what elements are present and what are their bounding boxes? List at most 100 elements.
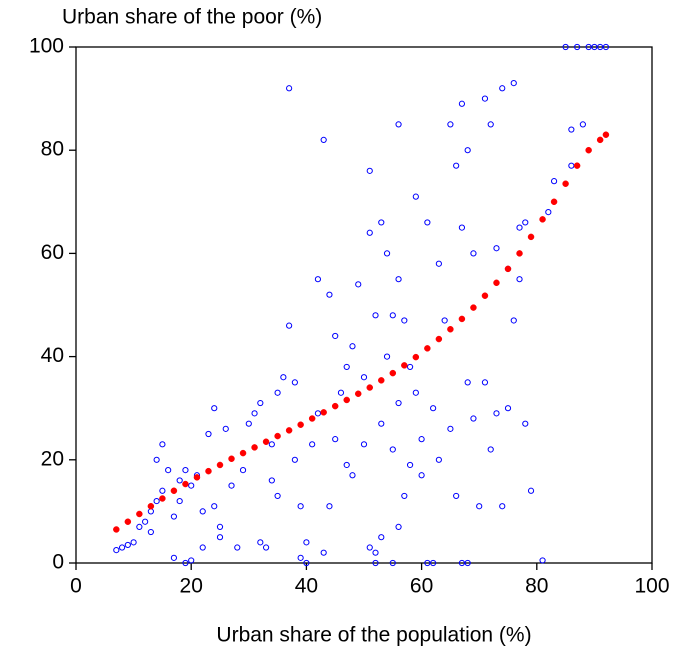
point — [527, 487, 535, 494]
point — [303, 539, 310, 546]
point — [262, 544, 270, 551]
point — [487, 121, 494, 128]
point — [268, 477, 275, 484]
point — [527, 233, 535, 241]
point — [573, 162, 581, 169]
point — [216, 534, 224, 541]
point — [268, 441, 275, 448]
point — [476, 503, 483, 510]
point — [487, 446, 494, 453]
point — [211, 503, 218, 510]
point — [516, 224, 523, 231]
y-tick-label: 40 — [41, 344, 64, 367]
point — [372, 559, 379, 567]
x-tick-label: 80 — [525, 575, 548, 598]
point — [274, 389, 281, 396]
point — [435, 260, 442, 267]
point — [453, 162, 460, 169]
point — [170, 554, 178, 561]
point — [464, 147, 471, 154]
point — [596, 136, 604, 144]
point — [366, 167, 373, 174]
point — [510, 80, 517, 87]
point — [372, 549, 379, 556]
point — [286, 85, 293, 92]
point — [458, 224, 466, 231]
point — [176, 477, 183, 484]
point — [516, 276, 523, 283]
point — [389, 369, 397, 377]
y-tick-label: 80 — [41, 138, 64, 161]
point — [493, 245, 500, 252]
point — [447, 326, 454, 333]
point — [320, 136, 327, 143]
point — [188, 557, 195, 564]
point — [424, 559, 431, 567]
point — [159, 441, 166, 448]
point — [147, 528, 154, 536]
point — [366, 384, 374, 391]
y-tick-label: 60 — [41, 241, 64, 264]
point — [568, 126, 575, 133]
point — [142, 518, 149, 525]
point — [337, 389, 345, 396]
point — [228, 455, 235, 463]
point — [458, 559, 466, 567]
point — [412, 389, 419, 396]
point — [130, 539, 137, 546]
point — [550, 198, 558, 206]
point — [602, 43, 610, 51]
point — [113, 547, 120, 554]
point — [309, 441, 316, 448]
x-tick-label: 20 — [180, 575, 203, 598]
y-tick-label: 0 — [52, 551, 64, 574]
point — [349, 472, 356, 479]
point — [297, 554, 304, 561]
point — [562, 180, 569, 187]
point — [239, 467, 247, 474]
point — [332, 436, 339, 443]
point — [395, 276, 402, 283]
point — [383, 250, 391, 257]
point — [441, 317, 448, 324]
point — [147, 508, 154, 515]
point — [297, 421, 304, 428]
x-tick-label: 0 — [70, 575, 82, 598]
point — [280, 374, 287, 381]
point — [389, 559, 396, 567]
point — [343, 461, 350, 469]
point — [159, 487, 166, 494]
point — [418, 472, 425, 479]
point — [199, 544, 206, 551]
chart-title: Urban share of the poor (%) — [62, 6, 322, 29]
point — [118, 544, 126, 551]
point — [383, 353, 391, 360]
point — [481, 379, 489, 386]
point — [136, 523, 143, 530]
point — [447, 425, 454, 432]
point — [481, 95, 489, 102]
point — [205, 430, 212, 438]
point — [395, 399, 402, 407]
point — [430, 405, 437, 412]
point — [470, 304, 477, 311]
point — [147, 502, 155, 510]
point — [366, 544, 373, 551]
point — [360, 374, 368, 381]
point — [481, 292, 489, 299]
x-tick-label: 100 — [634, 575, 669, 598]
y-tick-label: 100 — [29, 35, 64, 58]
point — [447, 121, 454, 128]
point — [597, 43, 604, 51]
plot-frame — [75, 46, 653, 564]
point — [188, 482, 195, 489]
point — [574, 43, 581, 51]
point — [245, 420, 252, 427]
point — [510, 317, 517, 324]
point — [395, 121, 402, 128]
point — [170, 487, 178, 495]
point — [343, 363, 350, 371]
point — [228, 482, 235, 489]
point — [193, 474, 201, 481]
point — [418, 436, 425, 443]
